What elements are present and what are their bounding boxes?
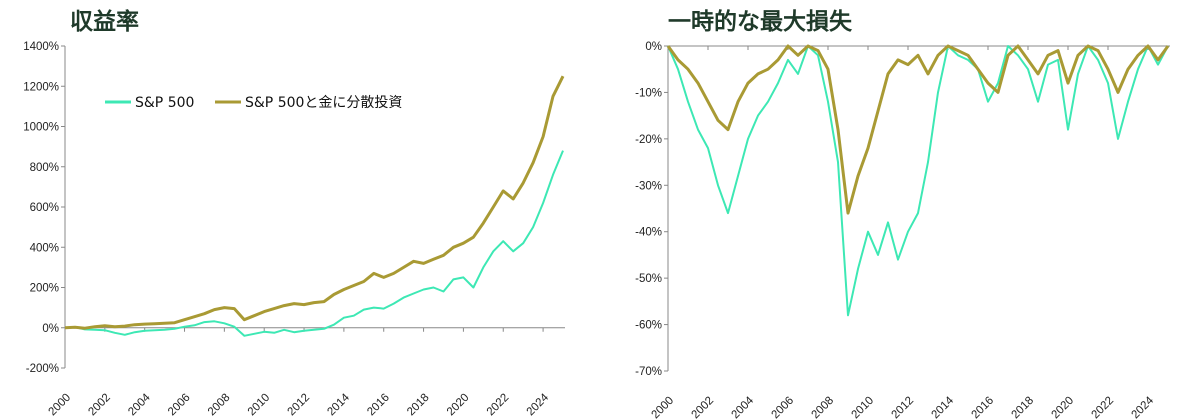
x-tick-label: 2016 [970, 395, 997, 420]
y-tick-label: 0% [645, 41, 662, 53]
x-tick-label: 2020 [445, 392, 472, 419]
y-tick-label: 800% [30, 162, 59, 174]
y-tick-label: -40% [635, 227, 662, 239]
y-tick-label: -60% [635, 320, 662, 332]
x-tick-label: 2012 [286, 392, 313, 419]
y-tick-label: 400% [30, 242, 59, 254]
y-tick-label: 1000% [23, 122, 59, 134]
x-tick-label: 2010 [246, 392, 273, 419]
x-tick-label: 2024 [525, 391, 552, 418]
x-tick-label: 2022 [1090, 395, 1117, 420]
x-tick-label: 2000 [47, 392, 74, 419]
y-tick-label: -70% [635, 366, 662, 378]
x-tick-label: 2014 [930, 394, 957, 420]
x-tick-label: 2000 [650, 395, 677, 420]
legend-label: S&P 500と金に分散投資 [245, 95, 402, 111]
y-tick-label: -200% [26, 363, 59, 375]
x-tick-label: 2008 [206, 392, 233, 419]
series-line-blend [64, 75, 565, 330]
series-line-sp500 [667, 45, 1169, 317]
x-tick-label: 2018 [405, 392, 432, 419]
y-tick-label: 200% [30, 283, 59, 295]
legend-label: S&P 500 [135, 95, 194, 111]
x-tick-label: 2010 [850, 395, 877, 420]
x-tick-label: 2014 [325, 391, 352, 418]
y-tick-label: -30% [635, 180, 662, 192]
y-tick-label: -10% [635, 87, 662, 99]
y-tick-label: 0% [42, 323, 59, 335]
series-line-blend [666, 44, 1170, 215]
x-tick-label: 2022 [485, 392, 512, 419]
y-tick-label: -50% [635, 273, 662, 285]
y-tick-label: 1200% [23, 81, 59, 93]
x-tick-label: 2002 [690, 395, 717, 420]
x-tick-label: 2024 [1130, 394, 1157, 420]
x-tick-label: 2004 [730, 394, 757, 420]
y-tick-label: 1400% [23, 41, 59, 53]
y-tick-label: -20% [635, 134, 662, 146]
x-tick-label: 2012 [890, 395, 917, 420]
returns-chart-title: 収益率 [70, 9, 139, 35]
y-tick-label: 600% [30, 202, 59, 214]
x-tick-label: 2004 [126, 391, 153, 418]
drawdown-chart-title: 一時的な最大損失 [668, 9, 852, 35]
series-line-sp500 [64, 150, 564, 337]
x-tick-label: 2020 [1050, 395, 1077, 420]
x-tick-label: 2018 [1010, 395, 1037, 420]
x-tick-label: 2008 [810, 395, 837, 420]
x-tick-label: 2016 [365, 392, 392, 419]
x-tick-label: 2006 [166, 392, 193, 419]
x-tick-label: 2006 [770, 395, 797, 420]
x-tick-label: 2002 [86, 392, 113, 419]
